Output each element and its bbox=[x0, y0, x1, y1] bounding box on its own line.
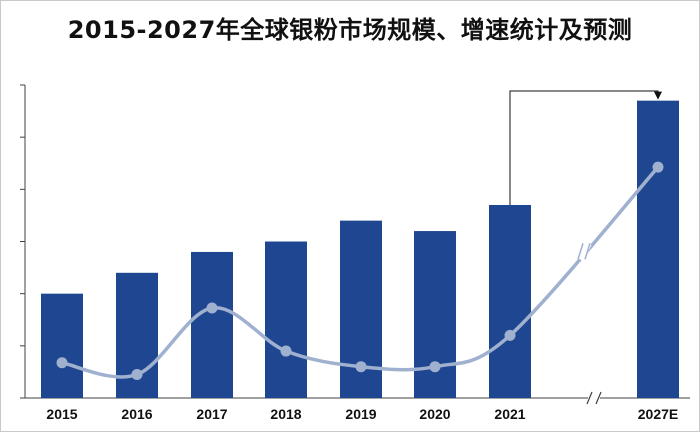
axis-break-mark bbox=[595, 391, 602, 405]
bar-2027E bbox=[637, 100, 679, 399]
bar-2017 bbox=[191, 251, 233, 398]
x-tick-label: 2018 bbox=[270, 406, 301, 422]
bar-2018 bbox=[265, 241, 307, 398]
x-tick-label: 2016 bbox=[121, 406, 152, 422]
x-tick-label: 2021 bbox=[494, 406, 525, 422]
growth-point-2019 bbox=[355, 361, 367, 373]
x-tick-label: 2019 bbox=[345, 406, 376, 422]
line-break-gap bbox=[576, 241, 592, 262]
growth-point-2016 bbox=[131, 369, 143, 381]
bar-2015 bbox=[41, 293, 83, 398]
x-tick-label: 2020 bbox=[419, 406, 450, 422]
growth-connector-arrow bbox=[509, 90, 662, 205]
chart-title: 2015-2027年全球银粉市场规模、增速统计及预测 bbox=[67, 16, 633, 44]
axis-break-mark bbox=[586, 391, 593, 405]
x-tick-label: 2027E bbox=[638, 406, 678, 422]
growth-point-2020 bbox=[429, 361, 441, 373]
bar-2021 bbox=[489, 204, 531, 398]
x-tick-label: 2015 bbox=[46, 406, 77, 422]
growth-point-2018 bbox=[280, 345, 292, 357]
x-tick-label: 2017 bbox=[196, 406, 227, 422]
growth-point-2015 bbox=[56, 357, 68, 369]
growth-point-2021 bbox=[504, 329, 516, 341]
bar-2020 bbox=[414, 231, 456, 398]
line-break-mark bbox=[584, 243, 591, 260]
line-break-mark bbox=[577, 243, 584, 260]
growth-point-2027E bbox=[652, 161, 664, 173]
growth-point-2017 bbox=[206, 302, 218, 314]
axis-break-gap bbox=[588, 395, 600, 401]
growth-rate-line bbox=[61, 166, 660, 379]
